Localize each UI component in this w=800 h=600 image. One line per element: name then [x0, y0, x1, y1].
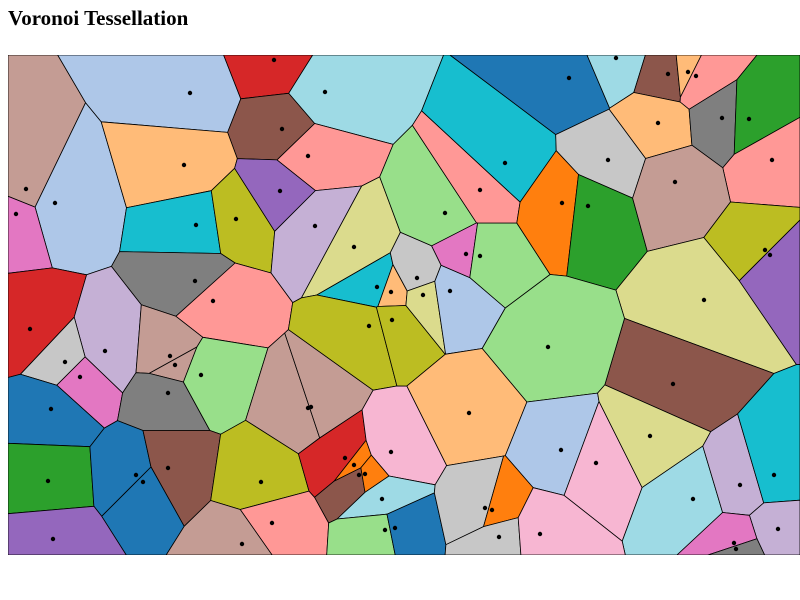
- voronoi-site-point: [731, 540, 737, 546]
- voronoi-site-point: [545, 344, 551, 350]
- voronoi-cell: [8, 505, 127, 555]
- voronoi-site-point: [140, 479, 146, 485]
- cells-layer: [8, 55, 800, 555]
- voronoi-site-point: [701, 297, 707, 303]
- voronoi-site-point: [685, 69, 691, 75]
- voronoi-site-point: [50, 536, 56, 542]
- voronoi-site-point: [672, 179, 678, 185]
- voronoi-site-point: [48, 406, 54, 412]
- voronoi-site-point: [52, 200, 58, 206]
- voronoi-site-point: [447, 288, 453, 294]
- voronoi-svg: [8, 55, 800, 555]
- voronoi-site-point: [181, 162, 187, 168]
- voronoi-site-point: [733, 546, 739, 552]
- voronoi-site-point: [374, 284, 380, 290]
- voronoi-site-point: [271, 57, 277, 63]
- voronoi-site-point: [366, 323, 372, 329]
- voronoi-site-point: [342, 455, 348, 461]
- voronoi-site-point: [356, 472, 362, 478]
- voronoi-site-point: [239, 541, 245, 547]
- voronoi-site-point: [746, 116, 752, 122]
- voronoi-cell: [8, 442, 95, 515]
- voronoi-site-point: [605, 157, 611, 163]
- voronoi-site-point: [388, 449, 394, 455]
- voronoi-site-point: [172, 362, 178, 368]
- voronoi-site-point: [388, 289, 394, 295]
- voronoi-site-point: [133, 472, 139, 478]
- voronoi-site-point: [210, 298, 216, 304]
- page-title: Voronoi Tessellation: [8, 6, 189, 30]
- voronoi-site-point: [665, 71, 671, 77]
- voronoi-site-point: [537, 531, 543, 537]
- voronoi-site-point: [496, 534, 502, 540]
- voronoi-site-point: [771, 472, 777, 478]
- voronoi-site-point: [305, 153, 311, 159]
- voronoi-site-point: [233, 216, 239, 222]
- voronoi-site-point: [322, 89, 328, 95]
- voronoi-site-point: [489, 507, 495, 513]
- voronoi-site-point: [13, 211, 19, 217]
- voronoi-site-point: [379, 496, 385, 502]
- voronoi-site-point: [269, 520, 275, 526]
- voronoi-site-point: [77, 374, 83, 380]
- voronoi-cell: [737, 364, 800, 504]
- voronoi-site-point: [466, 410, 472, 416]
- voronoi-site-point: [277, 188, 283, 194]
- voronoi-site-point: [198, 372, 204, 378]
- voronoi-cell: [326, 513, 396, 555]
- voronoi-site-point: [442, 210, 448, 216]
- voronoi-site-point: [392, 525, 398, 531]
- voronoi-site-point: [593, 460, 599, 466]
- voronoi-site-point: [362, 471, 368, 477]
- voronoi-site-point: [312, 223, 318, 229]
- voronoi-site-point: [477, 187, 483, 193]
- voronoi-site-point: [45, 478, 51, 484]
- voronoi-site-point: [502, 160, 508, 166]
- voronoi-site-point: [351, 244, 357, 250]
- voronoi-cell: [517, 487, 626, 555]
- voronoi-site-point: [351, 462, 357, 468]
- voronoi-site-point: [382, 527, 388, 533]
- voronoi-site-point: [769, 157, 775, 163]
- voronoi-site-point: [389, 317, 395, 323]
- voronoi-cell: [165, 500, 273, 555]
- voronoi-site-point: [463, 251, 469, 257]
- voronoi-site-point: [27, 326, 33, 332]
- voronoi-site-point: [102, 348, 108, 354]
- voronoi-site-point: [647, 433, 653, 439]
- voronoi-site-point: [559, 200, 565, 206]
- voronoi-site-point: [420, 292, 426, 298]
- voronoi-site-point: [165, 465, 171, 471]
- voronoi-site-point: [165, 390, 171, 396]
- voronoi-site-point: [566, 75, 572, 81]
- voronoi-site-point: [167, 353, 173, 359]
- voronoi-site-point: [558, 447, 564, 453]
- voronoi-site-point: [690, 496, 696, 502]
- voronoi-site-point: [613, 55, 619, 61]
- voronoi-site-point: [670, 381, 676, 387]
- voronoi-site-point: [767, 252, 773, 258]
- voronoi-site-point: [762, 247, 768, 253]
- voronoi-site-point: [655, 120, 661, 126]
- voronoi-site-point: [279, 126, 285, 132]
- voronoi-site-point: [187, 90, 193, 96]
- voronoi-site-point: [477, 253, 483, 259]
- voronoi-site-point: [693, 73, 699, 79]
- voronoi-site-point: [62, 359, 68, 365]
- voronoi-site-point: [258, 479, 264, 485]
- voronoi-site-point: [192, 278, 198, 284]
- voronoi-site-point: [737, 482, 743, 488]
- voronoi-site-point: [482, 505, 488, 511]
- voronoi-site-point: [775, 526, 781, 532]
- sites-layer: [13, 55, 781, 552]
- voronoi-site-point: [23, 186, 29, 192]
- voronoi-site-point: [719, 115, 725, 121]
- voronoi-site-point: [585, 203, 591, 209]
- voronoi-site-point: [193, 222, 199, 228]
- voronoi-site-point: [308, 404, 314, 410]
- voronoi-diagram: [8, 55, 800, 555]
- voronoi-site-point: [414, 275, 420, 281]
